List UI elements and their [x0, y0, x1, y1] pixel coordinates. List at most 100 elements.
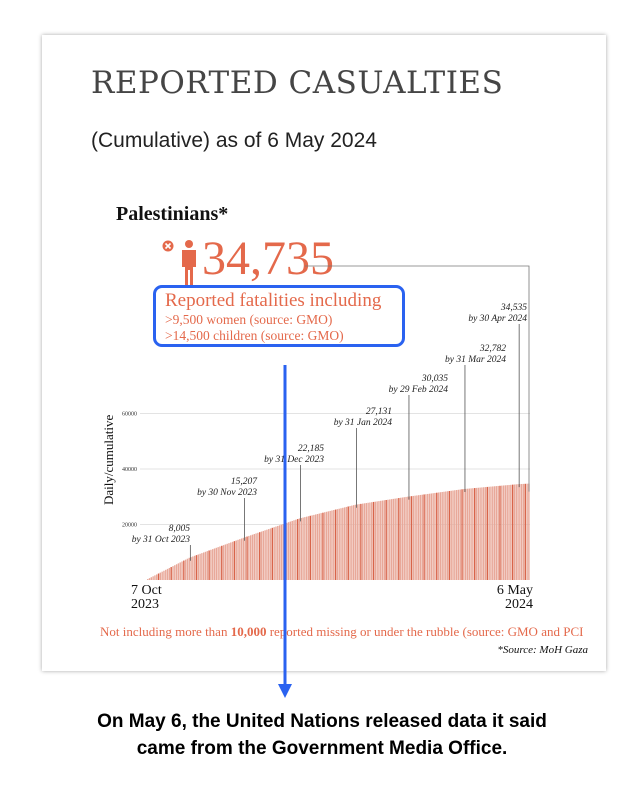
bar — [343, 507, 346, 580]
bar — [408, 496, 411, 580]
bar — [334, 509, 337, 580]
x-tick-label: 7 Oct — [131, 583, 162, 598]
bar — [179, 562, 181, 580]
total-leader — [305, 265, 530, 492]
bar — [524, 483, 526, 580]
annotation-date: by 31 Dec 2023 — [264, 455, 324, 465]
bar — [387, 499, 389, 580]
bar — [262, 530, 265, 580]
bar — [427, 493, 429, 580]
bar — [329, 510, 331, 580]
bar — [376, 501, 378, 580]
bar — [298, 518, 301, 580]
bar — [499, 485, 501, 580]
annotation-date: by 30 Nov 2023 — [197, 488, 257, 498]
bar — [177, 563, 180, 580]
bar — [423, 494, 425, 580]
bar — [419, 494, 422, 580]
bar — [304, 517, 306, 580]
bar — [519, 484, 521, 580]
bar — [398, 498, 400, 580]
bar — [287, 522, 290, 580]
y-axis-label: Daily/cumulative — [101, 415, 116, 505]
bar — [472, 488, 474, 580]
annotation-date: by 31 Mar 2024 — [445, 355, 506, 365]
bar — [175, 564, 178, 580]
bar — [320, 513, 322, 580]
bar — [154, 575, 156, 580]
bar — [246, 536, 248, 580]
bar — [354, 504, 357, 580]
bar — [168, 567, 171, 580]
bar — [493, 486, 496, 580]
bar — [383, 500, 386, 580]
bar — [291, 520, 293, 580]
annotation-value: 32,782 — [479, 344, 506, 354]
bar — [421, 494, 424, 580]
bar — [286, 522, 288, 580]
bar — [268, 529, 270, 580]
bar — [237, 539, 239, 580]
page-title: REPORTED CASUALTIES — [91, 65, 504, 101]
bar — [380, 500, 382, 580]
bar — [473, 488, 476, 580]
bar — [410, 496, 413, 580]
bar — [215, 547, 218, 580]
bar — [183, 560, 185, 580]
bar — [333, 510, 335, 580]
bar — [273, 527, 275, 580]
bar — [233, 541, 236, 580]
bar — [322, 512, 324, 580]
annotation-date: by 30 Apr 2024 — [468, 314, 527, 324]
subtitle: (Cumulative) as of 6 May 2024 — [91, 129, 377, 152]
bar — [163, 570, 165, 580]
bar — [452, 490, 454, 580]
group-label: Palestinians* — [116, 203, 229, 225]
bar — [165, 569, 167, 580]
bar — [257, 532, 259, 580]
bar — [367, 502, 369, 580]
arrow-head-icon — [278, 684, 292, 698]
bar — [352, 505, 355, 580]
bar — [479, 487, 481, 580]
bar — [522, 483, 525, 580]
bar — [342, 507, 344, 580]
bar — [504, 485, 507, 580]
bar — [201, 553, 203, 580]
caption: On May 6, the United Nations released da… — [97, 711, 547, 759]
bar — [378, 501, 380, 580]
bar — [186, 558, 189, 580]
bar — [351, 505, 353, 580]
annotation-date: by 31 Jan 2024 — [334, 418, 393, 428]
bar — [300, 517, 302, 580]
bar — [511, 484, 514, 580]
annotation-value: 27,131 — [366, 407, 392, 417]
bar — [450, 490, 452, 580]
bar — [255, 533, 257, 580]
bar — [381, 500, 384, 580]
bar — [506, 485, 508, 580]
bar — [161, 571, 163, 580]
bar — [148, 578, 151, 580]
bar — [513, 484, 516, 580]
bar — [454, 490, 456, 580]
callout-children: >14,500 children (source: GMO) — [165, 328, 344, 343]
bar — [213, 548, 216, 580]
bar — [222, 545, 225, 580]
bar — [441, 491, 443, 580]
bar — [318, 513, 321, 580]
y-tick-label: 60000 — [122, 412, 137, 418]
bar — [192, 556, 194, 580]
bar — [302, 517, 304, 580]
bar — [280, 524, 283, 580]
bar — [219, 546, 221, 580]
bar — [309, 515, 312, 580]
bar — [349, 506, 351, 580]
bar — [231, 541, 234, 580]
annotation-value: 15,207 — [231, 477, 258, 487]
bar — [199, 553, 201, 580]
bar — [445, 491, 447, 580]
bar — [365, 503, 368, 580]
bar — [260, 531, 263, 580]
bar — [417, 495, 420, 580]
